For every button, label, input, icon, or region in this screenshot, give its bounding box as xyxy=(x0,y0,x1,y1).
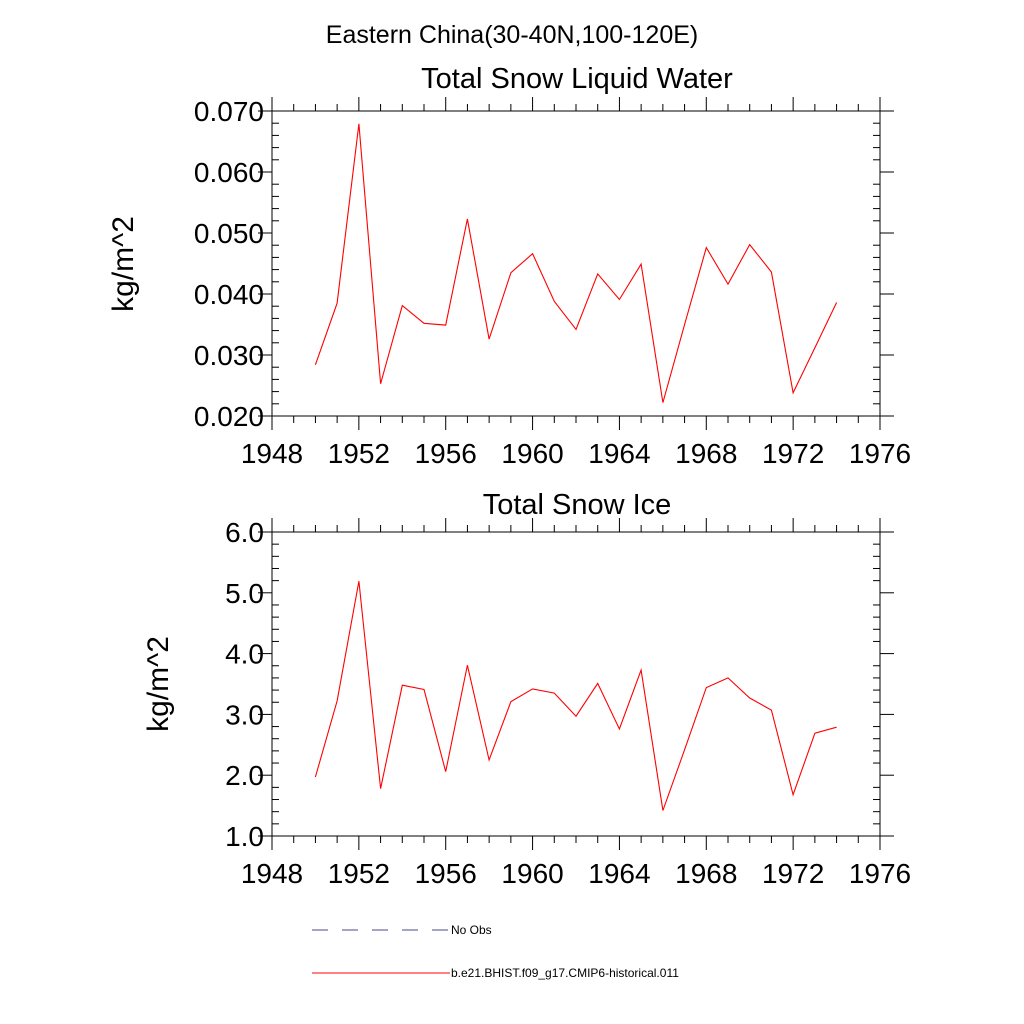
figure-suptitle: Eastern China(30-40N,100-120E) xyxy=(326,21,698,49)
legend: No Obs b.e21.BHIST.f09_g17.CMIP6-histori… xyxy=(312,923,679,980)
legend-label-no-obs: No Obs xyxy=(451,923,492,937)
y-tick-label: 2.0 xyxy=(225,760,264,791)
x-tick-label: 1972 xyxy=(762,438,824,469)
x-tick-label: 1956 xyxy=(415,438,477,469)
x-tick-label: 1948 xyxy=(241,858,303,889)
legend-label-model: b.e21.BHIST.f09_g17.CMIP6-historical.011 xyxy=(451,966,679,980)
x-tick-label: 1948 xyxy=(241,438,303,469)
x-tick-label: 1972 xyxy=(762,858,824,889)
y-tick-label: 0.020 xyxy=(194,401,264,432)
panel-title-snow-ice: Total Snow Ice xyxy=(483,489,672,521)
series-line xyxy=(314,581,837,811)
y-tick-label: 0.040 xyxy=(194,279,264,310)
x-tick-label: 1960 xyxy=(501,438,563,469)
x-tick-label: 1952 xyxy=(328,858,390,889)
y-tick-label: 4.0 xyxy=(225,639,264,670)
y-tick-label: 0.060 xyxy=(194,157,264,188)
x-tick-label: 1956 xyxy=(415,858,477,889)
plot-frame-snow-ice xyxy=(271,531,881,837)
y-tick-label: 6.0 xyxy=(225,517,264,548)
series-line xyxy=(314,123,838,403)
panel-total-snow-liquid-water: Total Snow Liquid Water kg/m^2 1948 1952 1… xyxy=(107,63,911,469)
x-tick-label: 1976 xyxy=(849,438,911,469)
x-tick-label: 1952 xyxy=(328,438,390,469)
y-axis-label-snow-ice: kg/m^2 xyxy=(142,636,175,732)
panel-total-snow-ice: Total Snow Ice kg/m^2 1948 1952 1956 1960 19… xyxy=(142,489,911,889)
y-tick-label: 0.030 xyxy=(194,340,264,371)
x-tick-label: 1976 xyxy=(849,858,911,889)
y-tick-label: 3.0 xyxy=(225,699,264,730)
y-tick-label: 1.0 xyxy=(225,821,264,852)
x-tick-label: 1968 xyxy=(675,858,737,889)
panel-title-liquid-water: Total Snow Liquid Water xyxy=(421,63,733,95)
y-tick-label: 0.070 xyxy=(194,96,264,127)
x-tick-label: 1964 xyxy=(588,438,650,469)
y-tick-label: 0.050 xyxy=(194,218,264,249)
x-tick-label: 1968 xyxy=(675,438,737,469)
x-tick-label: 1964 xyxy=(588,858,650,889)
y-tick-label: 5.0 xyxy=(225,578,264,609)
y-axis-label-liquid-water: kg/m^2 xyxy=(107,216,140,312)
x-tick-label: 1960 xyxy=(501,858,563,889)
